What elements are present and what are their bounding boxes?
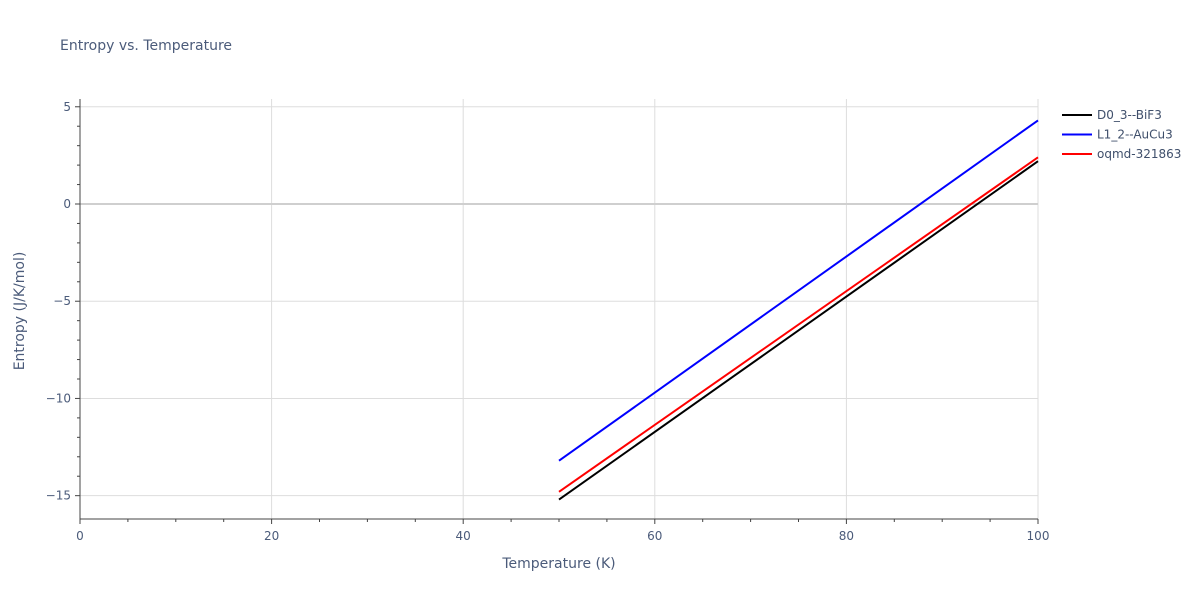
x-tick-label: 100 (1027, 529, 1050, 543)
y-tick-label: 0 (63, 197, 71, 211)
grid-lines (79, 99, 1039, 519)
y-tick-label: −10 (46, 391, 71, 405)
x-tick-label: 0 (76, 529, 84, 543)
axes (75, 99, 1039, 524)
series-line-2 (558, 119, 1039, 462)
series-line-3 (558, 156, 1039, 493)
legend-label-1: D0_3--BiF3 (1097, 108, 1162, 122)
legend-label-3: oqmd-321863 (1097, 147, 1181, 161)
x-tick-label: 80 (839, 529, 854, 543)
x-tick-label: 20 (264, 529, 279, 543)
x-tick-label: 40 (456, 529, 471, 543)
series-line-1 (558, 160, 1039, 501)
y-tick-label: −15 (46, 489, 71, 503)
series-layer (558, 119, 1039, 501)
tick-labels: 0 20 40 60 80 100 5 0 −5 −10 −15 (46, 100, 1050, 543)
plot-area: 0 20 40 60 80 100 5 0 −5 −10 −15 (46, 99, 1050, 543)
y-axis-title: Entropy (J/K/mol) (12, 252, 28, 371)
y-tick-label: 5 (63, 100, 71, 114)
x-axis-title: Temperature (K) (501, 556, 615, 572)
chart-title: Entropy vs. Temperature (60, 38, 232, 54)
legend-label-2: L1_2--AuCu3 (1097, 128, 1173, 142)
legend: D0_3--BiF3 L1_2--AuCu3 oqmd-321863 (1062, 108, 1181, 161)
x-tick-label: 60 (647, 529, 662, 543)
y-tick-label: −5 (53, 294, 71, 308)
